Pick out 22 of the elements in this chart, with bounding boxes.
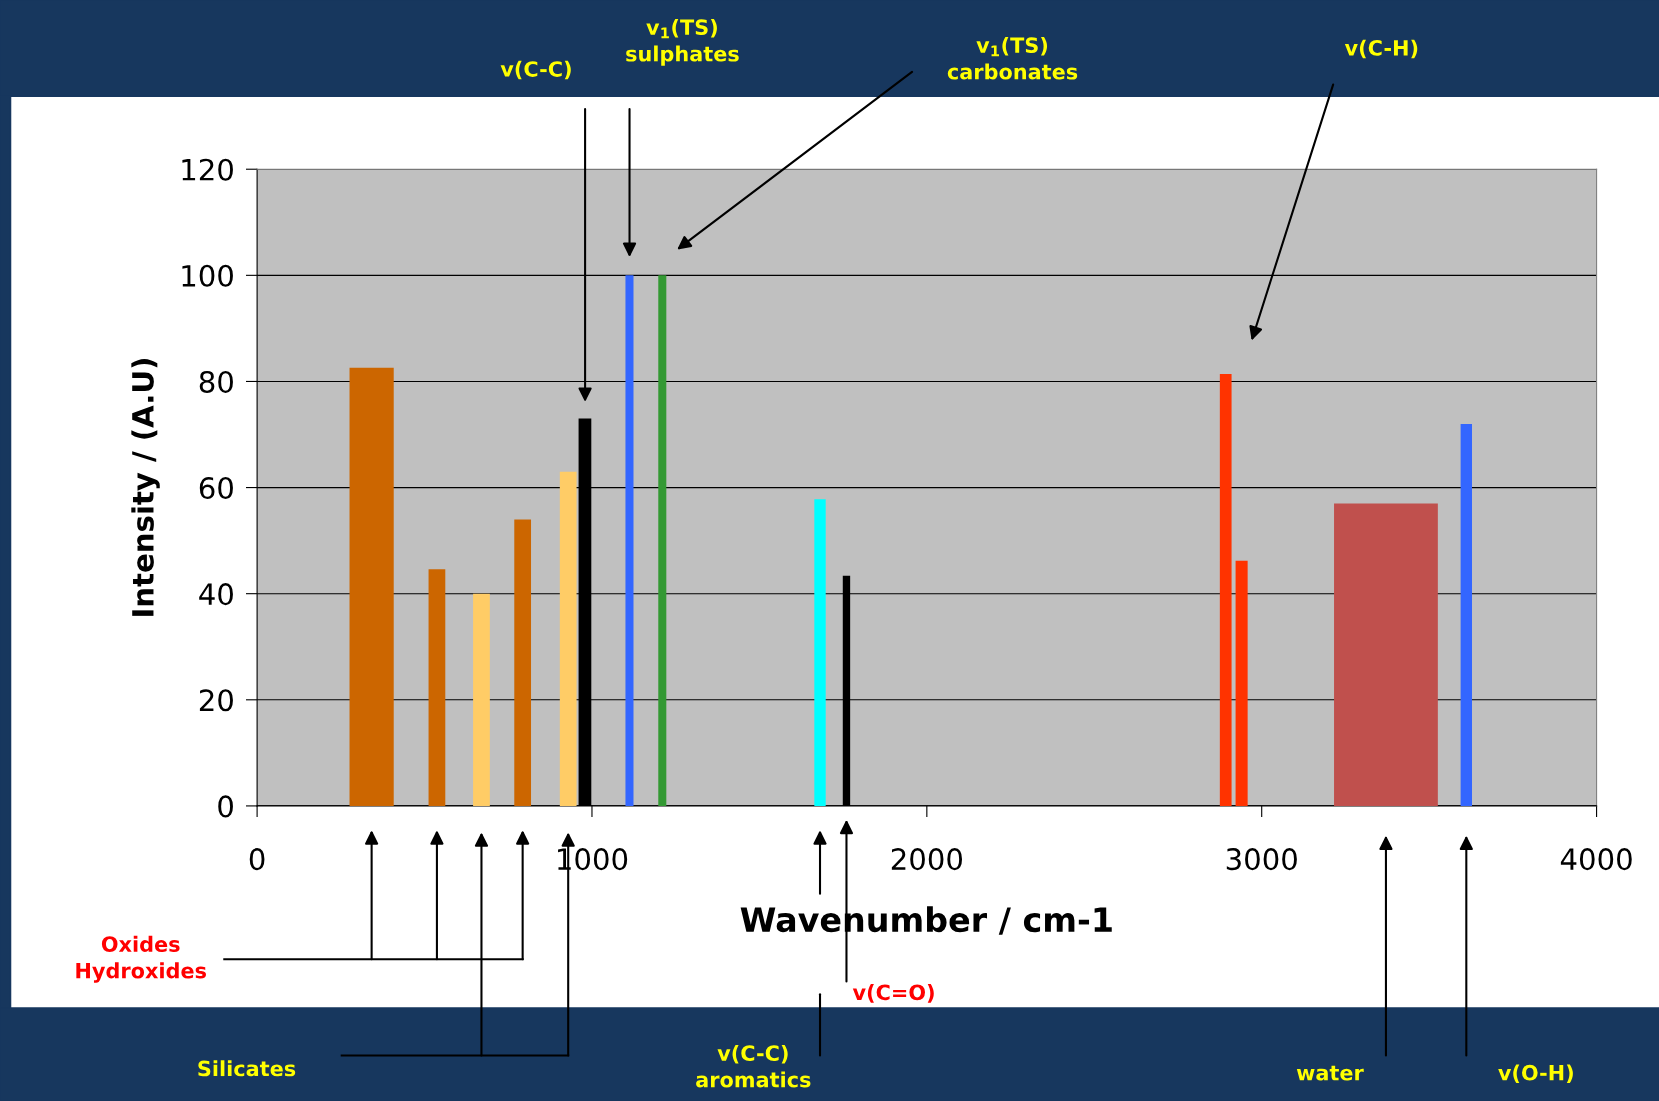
text: v(C=O) [852,984,934,1003]
text: Oxides Hydroxides [76,935,206,983]
y-tick-label: 100 [182,264,233,287]
text: v(C-C) [500,60,571,80]
y-tick-label: 40 [199,583,233,606]
x-tick-label: 0 [249,848,265,871]
y-tick-label: 80 [199,370,233,393]
x-tick-label: 2000 [891,848,963,871]
text: Silicates [198,1060,296,1077]
y-tick-label: 0 [218,795,233,818]
text: v(O-H) [1498,1064,1573,1084]
text: water [1296,1065,1364,1081]
y-axis-title: Intensity / (A.U) [131,359,160,616]
text: v(C-C) aromatics [696,1044,811,1088]
y-tick-label: 120 [182,158,233,181]
text: v$_{1}$(TS) sulphates [626,18,739,66]
y-tick-label: 60 [199,477,233,500]
x-tick-label: 3000 [1226,848,1297,871]
y-tick-label: 20 [199,689,233,712]
text: v$_{1}$(TS) carbonates [947,36,1078,80]
x-tick-label: 4000 [1560,848,1632,871]
text: v(C-H) [1344,39,1418,59]
